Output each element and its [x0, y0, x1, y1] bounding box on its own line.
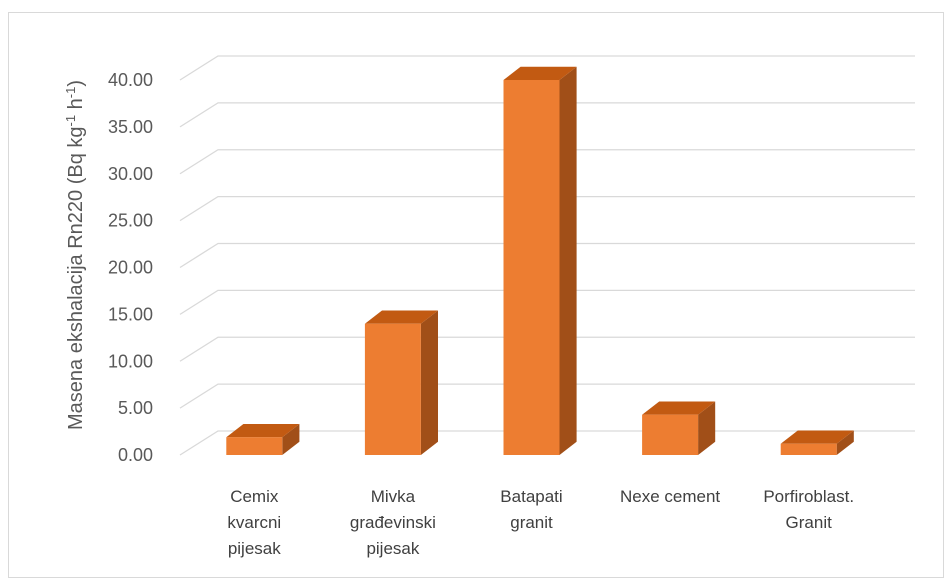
bar-side — [420, 310, 438, 455]
y-tick-label: 40.00 — [108, 70, 153, 90]
x-category-line: granit — [510, 513, 553, 532]
x-category-line: Nexe cement — [620, 487, 720, 506]
x-category-line: Mivka — [371, 487, 416, 506]
bar-top — [364, 310, 438, 324]
gridline — [179, 242, 915, 269]
y-tick-label: 35.00 — [108, 117, 153, 137]
bar-front — [226, 437, 283, 455]
gridline — [179, 336, 915, 362]
bar — [364, 310, 438, 455]
bar — [642, 401, 716, 455]
bar-side — [559, 66, 577, 456]
bar — [226, 423, 300, 455]
bar-top — [642, 401, 716, 415]
gridline — [179, 55, 915, 81]
bar-front — [780, 443, 837, 455]
bar-front — [642, 414, 699, 455]
y-tick-label: 5.00 — [118, 398, 153, 418]
gridline — [179, 383, 915, 409]
x-category-line: Porfiroblast. — [763, 487, 854, 506]
gridline — [179, 102, 915, 128]
bars — [226, 66, 854, 456]
y-tick-label: 10.00 — [108, 351, 153, 371]
bar-front — [503, 80, 560, 455]
x-category-label: Batapati granit — [500, 487, 562, 532]
bar — [503, 66, 577, 456]
y-tick-label: 0.00 — [118, 445, 153, 465]
bar-side — [698, 401, 716, 455]
x-category-label: Mivka građevinski pijesak — [350, 487, 436, 558]
x-category-line: Batapati — [500, 487, 562, 506]
bar-top — [226, 423, 300, 438]
bar-front — [364, 323, 421, 455]
y-tick-label: 25.00 — [108, 211, 153, 231]
x-axis-categories: Cemix kvarcni pijesak Mivka građevinski pijes… — [227, 487, 854, 558]
x-category-line: pijesak — [228, 539, 281, 558]
x-category-line: pijesak — [366, 539, 419, 558]
x-category-line: Cemix — [230, 487, 279, 506]
y-tick-label: 30.00 — [108, 164, 153, 184]
bar — [780, 430, 854, 455]
y-tick-label: 20.00 — [108, 258, 153, 278]
x-category-label: Nexe cement — [620, 487, 720, 506]
gridline — [179, 195, 915, 222]
y-axis-label: Masena ekshalacija Rn220 (Bq kg-1 h-1) — [63, 80, 88, 430]
bar-side — [836, 430, 854, 455]
chart-frame — [8, 12, 944, 578]
x-category-label: Cemix kvarcni pijesak — [227, 487, 281, 558]
bar-top — [503, 66, 577, 80]
y-tick-label: 15.00 — [108, 304, 153, 324]
gridline — [179, 149, 915, 175]
x-category-label: Porfiroblast. Granit — [763, 487, 854, 532]
bar-side — [282, 423, 300, 455]
bar-top — [780, 430, 854, 444]
x-category-line: građevinski — [350, 513, 436, 532]
x-category-line: Granit — [786, 513, 833, 532]
y-axis-ticks: 0.00 5.00 10.00 15.00 20.00 25.00 30.00 35.00 40… — [108, 70, 153, 465]
gridline — [179, 289, 915, 315]
x-category-line: kvarcni — [227, 513, 281, 532]
